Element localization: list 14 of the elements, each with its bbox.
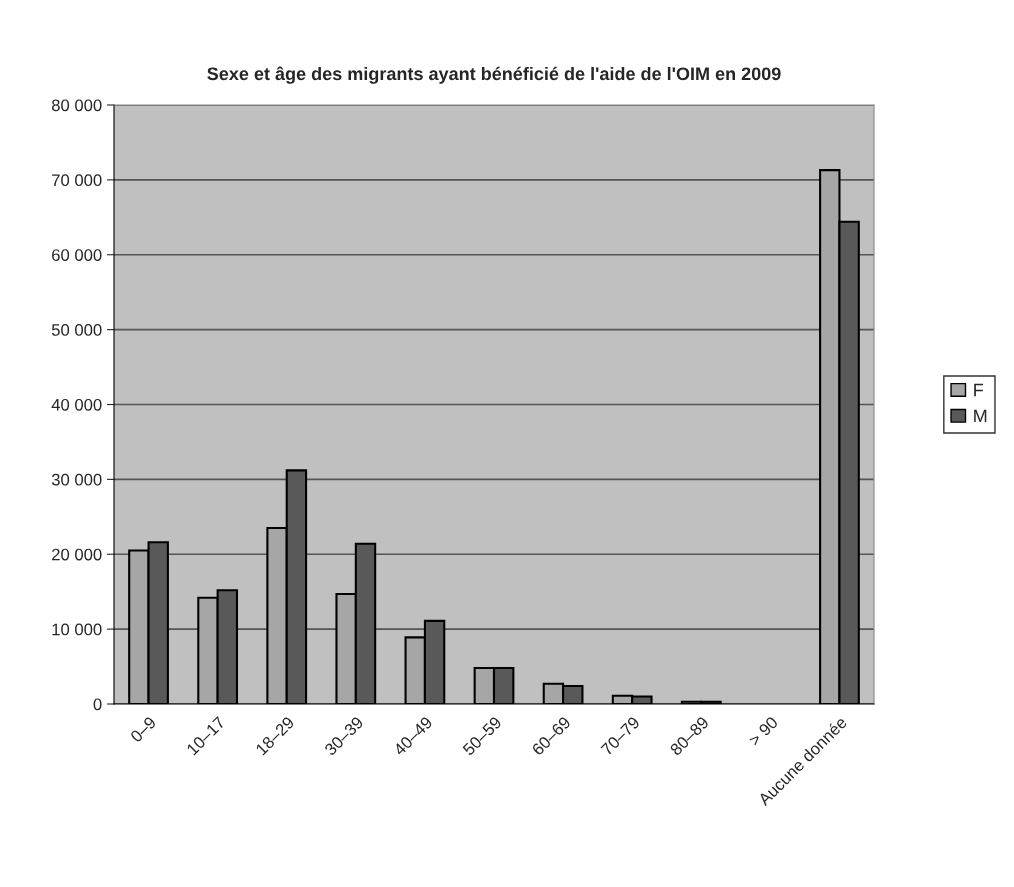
y-tick-label: 40 000 [51, 398, 102, 411]
legend-label: F [974, 383, 984, 397]
y-tick-label: 20 000 [52, 548, 102, 561]
y-tick-label: 60 000 [52, 249, 102, 261]
x-tick-label: > 90 [747, 715, 779, 747]
chart-title: Sexe et âge des migrants ayant bénéficié de l'aide de l'OIM en 2009 [207, 66, 781, 84]
legend-label: M [974, 409, 987, 423]
y-tick-label: 50 000 [51, 324, 102, 336]
y-tick-label: 80 000 [51, 99, 102, 112]
y-tick-label: 10 000 [52, 623, 102, 636]
y-tick-label: 0 [93, 698, 102, 711]
y-tick-label: 70 000 [52, 174, 102, 187]
x-tick-label: 0–9 [129, 715, 157, 743]
y-tick-label: 30 000 [51, 473, 102, 486]
